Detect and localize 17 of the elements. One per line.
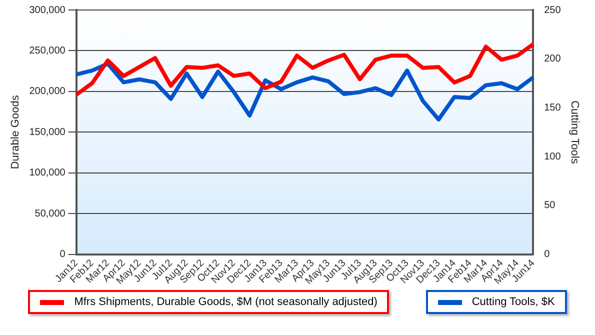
y-tick-label: 0	[60, 249, 66, 260]
y2-tick-label: 200	[544, 54, 562, 65]
y-tick-label: 200,000	[29, 86, 66, 98]
y-tick-label: 150,000	[29, 126, 66, 138]
y2-tick-label: 0	[544, 249, 550, 260]
y-tick-label: 50,000	[34, 208, 66, 220]
y-tick-label: 250,000	[29, 45, 66, 56]
legend-label: Mfrs Shipments, Durable Goods, $M (not seasonally adjusted)	[74, 296, 378, 308]
legend-label: Cutting Tools, $K	[472, 296, 555, 308]
y2-tick-label: 150	[544, 102, 562, 114]
y-tick-label: 100,000	[29, 168, 66, 179]
y-tick-label: 300,000	[29, 4, 66, 16]
y2-axis-title: Cutting Tools	[568, 100, 580, 164]
y2-tick-label: 250	[544, 4, 562, 16]
y-axis-title: Durable Goods	[10, 94, 22, 170]
y2-tick-label: 50	[544, 200, 556, 212]
y2-tick-label: 100	[544, 151, 562, 162]
